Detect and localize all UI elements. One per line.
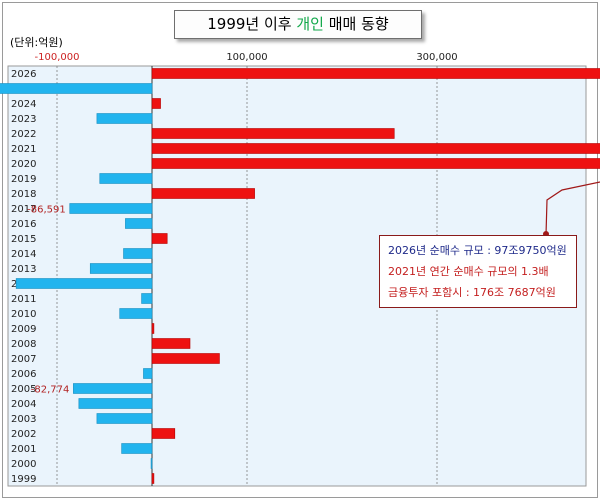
x-tick-label: -100,000 xyxy=(35,52,80,63)
callout-line xyxy=(545,181,600,236)
y-tick-label: 2007 xyxy=(11,354,36,365)
y-tick-label: 2014 xyxy=(11,249,36,260)
bar xyxy=(121,443,153,454)
unit-label: (단위:억원) xyxy=(10,36,63,49)
bar xyxy=(151,428,176,439)
y-tick-label: 2010 xyxy=(11,309,36,320)
title-prefix: 1999년 이후 xyxy=(207,15,297,33)
y-tick-label: 2026 xyxy=(11,69,36,80)
annotation-line-2021: 2021년 연간 순매수 규모의 1.3배 xyxy=(388,265,549,278)
annotation-line-2026: 2026년 순매수 규모 : 97조9750억원 xyxy=(388,244,567,257)
bar xyxy=(151,98,161,109)
y-tick-label: 2004 xyxy=(11,399,36,410)
bar xyxy=(119,308,153,319)
bar xyxy=(151,323,155,334)
bar xyxy=(141,293,153,304)
y-tick-label: 2022 xyxy=(11,129,36,140)
y-tick-label: 2024 xyxy=(11,99,36,110)
y-tick-label: 2005 xyxy=(11,384,36,395)
y-tick-label: 2009 xyxy=(11,324,36,335)
y-tick-label: 2006 xyxy=(11,369,36,380)
x-tick-label: 100,000 xyxy=(226,52,267,63)
bar xyxy=(151,68,600,79)
bar xyxy=(150,458,153,469)
bar xyxy=(15,278,153,289)
x-tick-label: 300,000 xyxy=(416,52,457,63)
bar xyxy=(151,338,191,349)
y-tick-label: 2021 xyxy=(11,144,36,155)
y-tick-label: 2003 xyxy=(11,414,36,425)
title-suffix: 매매 동향 xyxy=(323,15,389,33)
y-tick-label: 2023 xyxy=(11,114,36,125)
bar xyxy=(151,473,155,484)
y-tick-label: 2016 xyxy=(11,219,36,230)
y-tick-label: 1999 xyxy=(11,474,36,485)
bar xyxy=(143,368,153,379)
bar xyxy=(151,188,255,199)
bar xyxy=(123,248,153,259)
bar xyxy=(99,173,153,184)
bar xyxy=(151,158,600,169)
y-tick-label: 2020 xyxy=(11,159,36,170)
bar xyxy=(151,143,600,154)
bar xyxy=(125,218,153,229)
bar xyxy=(78,398,153,409)
title-highlight: 개인 xyxy=(296,15,324,33)
y-tick-label: 2013 xyxy=(11,264,36,275)
bar xyxy=(89,263,153,274)
bar xyxy=(69,203,153,214)
bar xyxy=(96,413,153,424)
y-tick-label: 2002 xyxy=(11,429,36,440)
y-tick-label: 2001 xyxy=(11,444,36,455)
chart-title: 1999년 이후 개인 매매 동향 xyxy=(174,10,422,39)
y-tick-label: 2011 xyxy=(11,294,36,305)
bar xyxy=(151,353,220,364)
data-label: -82,774 xyxy=(31,385,70,396)
annotation-box: 2026년 순매수 규모 : 97조9750억원 2021년 연간 순매수 규모… xyxy=(379,235,577,308)
bar xyxy=(73,383,153,394)
y-tick-label: 2000 xyxy=(11,459,36,470)
bar xyxy=(151,128,395,139)
data-label: -86,591 xyxy=(27,205,66,216)
bar xyxy=(0,83,153,94)
annotation-line-financial: 금융투자 포함시 : 176조 7687억원 xyxy=(388,286,556,299)
y-tick-label: 2019 xyxy=(11,174,36,185)
bar xyxy=(151,233,168,244)
y-tick-label: 2017 xyxy=(11,204,36,215)
y-tick-label: 2018 xyxy=(11,189,36,200)
y-tick-label: 2015 xyxy=(11,234,36,245)
y-tick-label: 2008 xyxy=(11,339,36,350)
bar xyxy=(96,113,153,124)
